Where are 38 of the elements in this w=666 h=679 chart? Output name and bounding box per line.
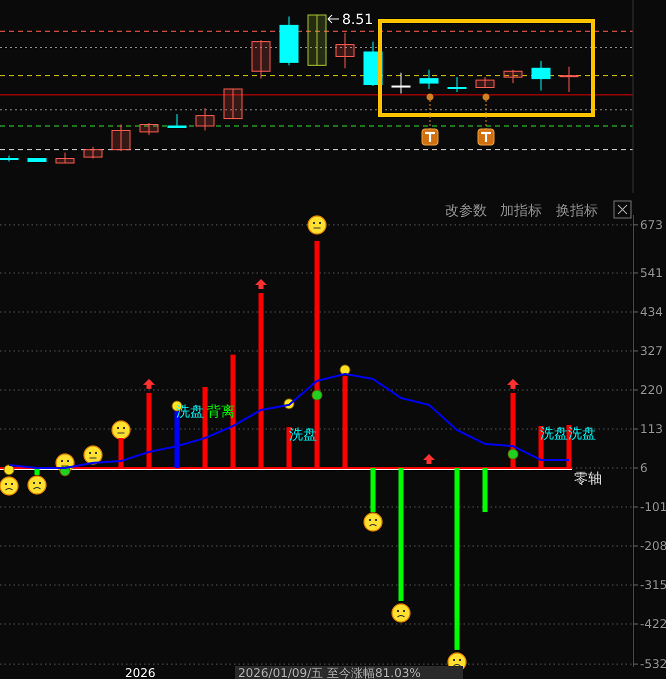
candlestick [56,152,74,164]
candlestick [392,72,410,94]
y-tick-label: -208 [640,538,666,553]
y-tick-label: -422 [640,616,666,631]
candlestick [308,14,326,66]
y-tick-label: 220 [640,382,663,397]
candlestick [84,146,102,160]
ref-line-label: 零轴 [574,470,602,487]
annotation: 2026/01/09/五 至今涨幅81.03% [238,666,421,679]
y-tick-label: 541 [640,266,663,280]
candlestick [504,69,522,84]
candlestick [560,66,578,92]
y-tick-label: 434 [640,304,663,319]
annotation: 换指标 [556,203,598,219]
candlestick [112,124,130,152]
y-tick-label: 113 [640,422,663,436]
candlestick [252,40,270,80]
candlestick [224,88,242,120]
candlestick [196,108,214,131]
candlestick [140,122,158,136]
annotation: 8.51 [342,12,374,28]
annotation: 改参数 [445,203,487,219]
y-tick-label: -532 [640,657,666,672]
y-tick-label: 6 [640,460,648,475]
annotation: 加指标 [500,203,542,219]
y-tick-label: -101 [640,500,666,514]
y-tick-label: -315 [640,578,666,592]
candlestick [532,60,550,91]
y-tick-label: 327 [640,344,663,358]
candlestick [448,76,466,92]
y-tick-label: 673 [640,218,663,232]
candlestick [476,76,494,88]
candlestick [168,114,186,128]
annotation: 2026 [125,666,156,679]
candlestick [420,69,438,90]
point [312,390,322,400]
point [4,464,14,476]
point [508,448,518,460]
